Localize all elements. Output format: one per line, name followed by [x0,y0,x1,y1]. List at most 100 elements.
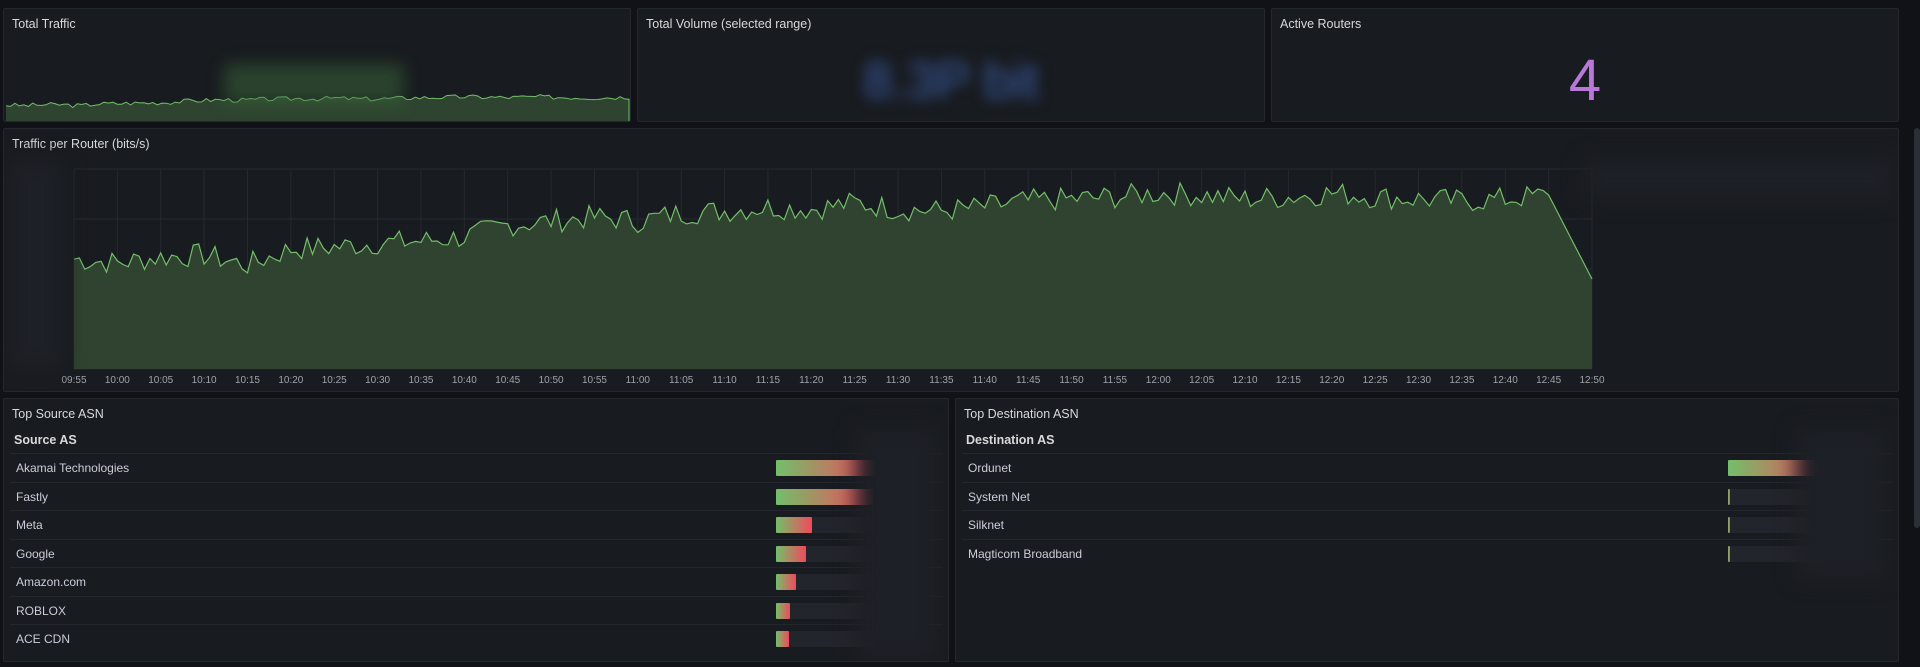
x-tick-label: 10:50 [539,375,564,386]
x-tick-label: 11:55 [1103,375,1128,386]
table-row[interactable]: ACE CDN [10,624,942,652]
value-bar-fill [1728,517,1730,533]
x-tick-label: 10:45 [495,375,520,386]
value-bar-track [776,460,876,476]
row-label: Google [16,546,55,561]
value-bar-fill [776,460,876,476]
x-tick-label: 11:50 [1059,375,1084,386]
x-tick-label: 12:50 [1579,375,1604,386]
x-tick-label: 12:25 [1363,375,1388,386]
x-tick-label: 11:45 [1016,375,1041,386]
panel-title: Total Volume (selected range) [646,17,812,31]
panel-title: Traffic per Router (bits/s) [12,137,150,151]
x-tick-label: 10:55 [582,375,607,386]
value-bar-fill [776,517,812,533]
row-label: System Net [968,489,1031,504]
value-bar-track [776,631,876,647]
row-label: Amazon.com [16,575,87,589]
x-tick-label: 12:00 [1146,375,1171,386]
x-tick-label: 11:00 [626,375,651,386]
x-tick-label: 10:15 [235,375,260,386]
row-label: ROBLOX [16,603,67,618]
row-label: Magticom Broadband [968,546,1083,561]
x-tick-label: 12:05 [1189,375,1214,386]
total-volume-panel: Total Volume (selected range) 8.3P bit [637,8,1265,122]
blur-overlay [224,64,404,104]
x-tick-label: 12:35 [1449,375,1474,386]
table-row[interactable]: System Net [962,481,1892,510]
x-tick-label: 10:10 [192,375,217,386]
values-blur [856,429,938,659]
traffic-area [74,183,1592,369]
x-tick-label: 11:30 [886,375,911,386]
value-bar-fill [776,574,796,590]
row-label: Silknet [968,518,1005,532]
x-tick-label: 12:40 [1493,375,1518,386]
panel-title: Top Destination ASN [964,407,1079,421]
table-row[interactable]: Fastly [10,481,942,510]
values-blur [1796,429,1886,579]
row-label: Ordunet [968,461,1012,475]
legend-blur [1584,159,1894,199]
x-tick-label: 11:10 [712,375,737,386]
active-routers-panel: Active Routers 4 [1271,8,1899,122]
value-bar-fill [1728,488,1730,505]
table-row[interactable]: Ordunet [962,453,1892,481]
x-tick-label: 11:40 [973,375,998,386]
row-label: Fastly [16,489,49,504]
row-label: Akamai Technologies [16,461,130,475]
x-tick-label: 11:20 [799,375,824,386]
value-bar-track [776,488,876,505]
traffic-per-router-panel: Traffic per Router (bits/s) 09:55 10:00 10… [3,128,1899,392]
column-header-destination-as[interactable]: Destination AS [966,433,1055,447]
x-tick-label: 10:20 [278,375,303,386]
x-tick-label: 10:25 [322,375,347,386]
table-row[interactable]: Magticom Broadband [962,538,1892,567]
y-axis-blur [8,159,64,369]
table-row[interactable]: Google [10,538,942,567]
row-label: Meta [16,518,43,532]
x-tick-label: 10:40 [452,375,477,386]
value-bar-track [776,602,876,619]
x-tick-label: 11:35 [929,375,954,386]
x-tick-label: 12:15 [1276,375,1301,386]
row-label: ACE CDN [16,632,71,646]
traffic-chart[interactable]: 09:55 10:00 10:05 10:10 10:15 10:20 10:25 10:30… [4,129,1899,392]
x-tick-label: 10:30 [365,375,390,386]
table-row[interactable]: Meta [10,510,942,538]
value-bar-track [776,517,876,533]
x-tick-label: 09:55 [61,375,86,386]
value-bar-track [776,545,876,562]
x-tick-label: 12:45 [1536,375,1561,386]
value-bar-fill [776,545,806,562]
table-row[interactable]: Amazon.com [10,567,942,595]
top-source-asn-panel: Top Source ASN Source AS Akamai Technolo… [3,398,949,662]
table-row[interactable]: Silknet [962,510,1892,538]
active-routers-value: 4 [1568,48,1602,113]
value-bar-fill [1728,545,1730,562]
column-header-source-as[interactable]: Source AS [14,433,77,447]
panel-title: Active Routers [1280,17,1362,31]
x-tick-label: 11:05 [669,375,694,386]
total-volume-value: 8.3P bit [863,52,1039,110]
x-tick-label: 12:20 [1319,375,1344,386]
x-tick-label: 10:35 [408,375,433,386]
scrollbar[interactable] [1914,128,1920,528]
x-tick-label: 12:30 [1406,375,1431,386]
top-destination-asn-panel: Top Destination ASN Destination AS Ordun… [955,398,1899,662]
value-bar-track [776,574,876,590]
x-tick-label: 12:10 [1233,375,1258,386]
value-bar-fill [776,488,873,505]
x-tick-label: 11:15 [756,375,781,386]
value-bar-fill [776,602,790,619]
x-tick-label: 10:05 [148,375,173,386]
panel-title: Top Source ASN [12,407,104,421]
total-traffic-panel: Total Traffic [3,8,631,122]
traffic-line [73,181,1593,280]
total-traffic-sparkline [5,64,630,121]
table-row[interactable]: ROBLOX [10,595,942,624]
value-bar-fill [776,631,789,647]
panel-title: Total Traffic [12,17,76,31]
x-tick-label: 10:00 [105,375,130,386]
table-row[interactable]: Akamai Technologies [10,453,942,481]
